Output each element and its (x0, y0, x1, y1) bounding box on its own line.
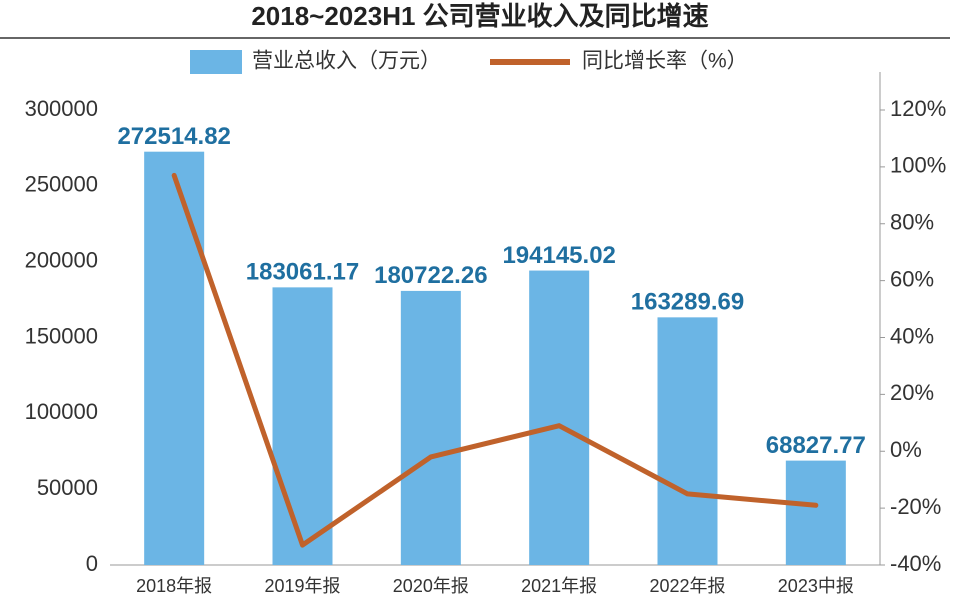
x-tick-label: 2023中报 (778, 576, 854, 596)
y2-tick-label: 0% (890, 437, 922, 462)
y2-tick-label: 20% (890, 380, 934, 405)
bar-value-label: 272514.82 (117, 123, 230, 150)
bar-value-label: 163289.69 (631, 289, 744, 316)
y2-tick-label: 100% (890, 153, 946, 178)
bar-value-label: 183061.17 (246, 259, 359, 286)
y-tick-label: 300000 (25, 96, 98, 121)
bar (272, 287, 333, 565)
y-tick-label: 50000 (37, 475, 98, 500)
y2-tick-label: -20% (890, 494, 941, 519)
y2-tick-label: 80% (890, 210, 934, 235)
y2-tick-label: 120% (890, 96, 946, 121)
growth-line (171, 172, 819, 548)
legend-swatch (190, 50, 242, 74)
bar (529, 270, 590, 565)
y-tick-label: 0 (86, 551, 98, 576)
bar (144, 151, 205, 565)
y-tick-label: 200000 (25, 247, 98, 272)
y2-tick-label: 40% (890, 323, 934, 348)
x-tick-label: 2022年报 (649, 576, 725, 596)
y2-tick-label: 60% (890, 266, 934, 291)
y-tick-label: 250000 (25, 172, 98, 197)
legend-label: 营业总收入（万元） (252, 50, 441, 73)
bar-value-label: 68827.77 (766, 432, 866, 459)
y2-tick-label: -40% (890, 551, 941, 576)
legend-label: 同比增长率（%） (582, 50, 748, 73)
x-tick-label: 2020年报 (393, 576, 469, 596)
bar-value-label: 180722.26 (374, 262, 487, 289)
chart-title: 2018~2023H1 公司营业收入及同比增速 (251, 1, 708, 31)
bar-value-label: 194145.02 (502, 242, 615, 269)
bar (400, 290, 461, 565)
y-tick-label: 150000 (25, 323, 98, 348)
x-tick-label: 2019年报 (264, 576, 340, 596)
bar (785, 460, 846, 565)
bar (657, 317, 718, 565)
x-tick-label: 2021年报 (521, 576, 597, 596)
x-tick-label: 2018年报 (136, 576, 212, 596)
y-tick-label: 100000 (25, 399, 98, 424)
